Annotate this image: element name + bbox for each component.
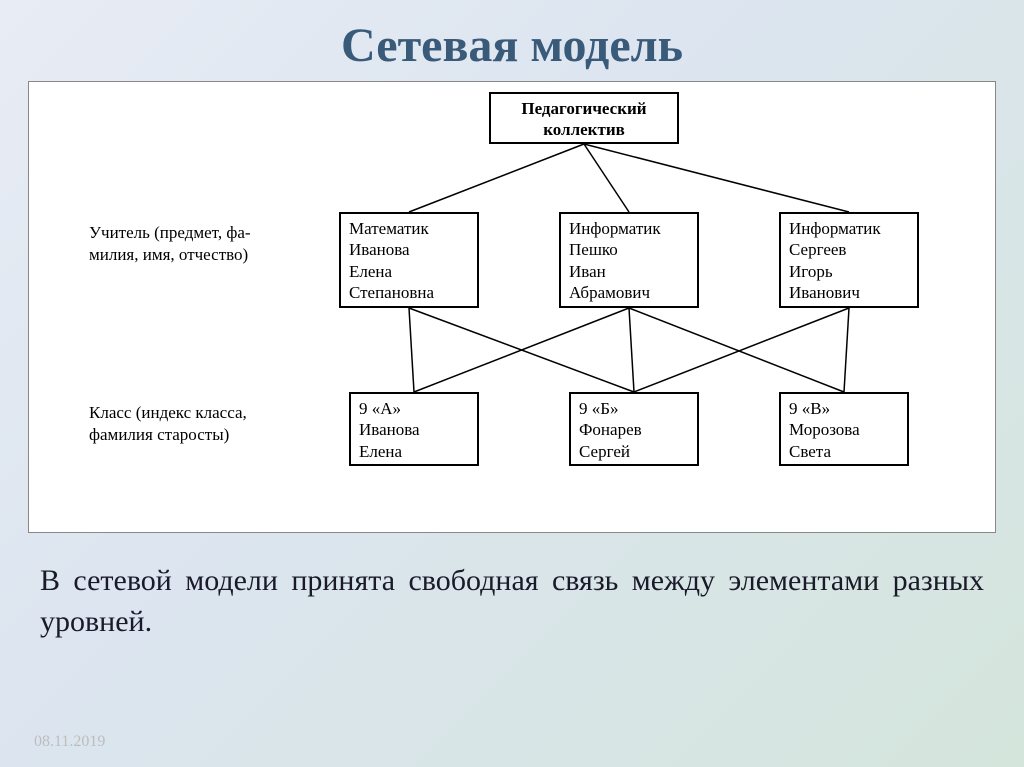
row-label: Класс (индекс класса,фамилия старосты) xyxy=(89,402,247,446)
diagram-frame: Учитель (предмет, фа-милия, имя, отчеств… xyxy=(28,81,996,533)
row-label: Учитель (предмет, фа-милия, имя, отчеств… xyxy=(89,222,251,266)
diagram-node-t2: ИнформатикПешкоИванАбрамович xyxy=(559,212,699,308)
diagram-node-t3: ИнформатикСергеевИгорьИванович xyxy=(779,212,919,308)
diagram-node-t1: МатематикИвановаЕленаСтепановна xyxy=(339,212,479,308)
slide-date: 08.11.2019 xyxy=(34,733,105,751)
slide: Сетевая модель Учитель (предмет, фа-мили… xyxy=(0,0,1024,767)
diagram-node-c1: 9 «А»ИвановаЕлена xyxy=(349,392,479,466)
diagram-node-c2: 9 «Б»ФонаревСергей xyxy=(569,392,699,466)
diagram-node-c3: 9 «В»МорозоваСвета xyxy=(779,392,909,466)
diagram-node-root: Педагогическийколлектив xyxy=(489,92,679,144)
slide-caption: В сетевой модели принята свободная связь… xyxy=(40,561,984,642)
slide-title: Сетевая модель xyxy=(0,0,1024,81)
